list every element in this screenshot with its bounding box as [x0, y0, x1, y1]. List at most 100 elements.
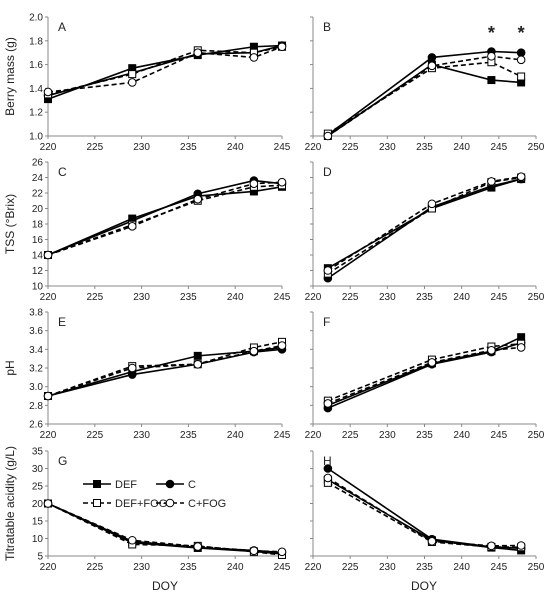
panel-h: 220 225 230 235 240 245 250 H	[305, 450, 545, 573]
panel-label: A	[58, 20, 66, 34]
x-tick-label: 245	[490, 142, 507, 153]
x-tick-label: 245	[274, 430, 291, 441]
legend-marker	[165, 498, 175, 508]
panel-label: D	[323, 165, 332, 179]
y-tick-label: 10	[32, 282, 44, 293]
panel-label: E	[58, 315, 66, 329]
x-tick-label: 235	[180, 562, 197, 573]
data-point	[516, 172, 526, 182]
y-axis-label: Titratable acidity (g/L)	[3, 446, 17, 561]
data-point	[127, 222, 137, 231]
y-tick-label: 10	[32, 534, 44, 545]
legend-entry: DEF	[83, 479, 137, 491]
data-point	[277, 547, 287, 557]
y-tick-label: 20	[32, 499, 44, 510]
series-line	[47, 502, 283, 556]
data-point	[516, 48, 526, 58]
panel-g: 220 225 230 235 240 245 5 10 15 20 25 30 35 G	[32, 447, 291, 574]
x-tick-label: 230	[133, 292, 150, 303]
data-point	[249, 546, 259, 556]
series-line	[327, 63, 522, 137]
data-point	[323, 131, 333, 141]
data-point	[193, 542, 203, 551]
y-tick-label: 5	[37, 552, 43, 563]
panel-label: G	[58, 454, 67, 468]
panel-label: F	[323, 315, 330, 329]
data-point	[516, 343, 526, 352]
data-point	[193, 359, 203, 369]
significance-marker: *	[518, 23, 525, 43]
legend-entry: C	[156, 479, 196, 491]
data-point	[277, 42, 287, 52]
x-axis-label: DOY	[152, 579, 178, 593]
panel-label: B	[323, 20, 331, 34]
panel-a: 220 225 230 235 240 245 1.0 1.2 1.4 1.6 1.8 2.0 A	[29, 13, 291, 154]
y-tick-label: 26	[32, 158, 44, 169]
x-tick-label: 240	[227, 292, 244, 303]
data-point	[43, 250, 53, 260]
y-tick-label: 15	[32, 517, 44, 528]
y-tick-label: 2.8	[29, 401, 43, 412]
y-tick-label: 3.6	[29, 326, 43, 337]
panel-label: C	[58, 165, 67, 179]
x-tick-label: 235	[180, 142, 197, 153]
y-tick-label: 25	[32, 482, 44, 493]
y-tick-label: 35	[32, 447, 44, 458]
data-point	[487, 541, 496, 551]
x-tick-label: 240	[227, 562, 244, 573]
series-line	[327, 336, 522, 407]
x-tick-label: 240	[453, 142, 470, 153]
data-point	[249, 179, 259, 188]
x-tick-label: 225	[342, 292, 359, 303]
data-point	[517, 72, 526, 81]
y-tick-label: 20	[32, 204, 44, 215]
legend-entry: DEF+FOG	[83, 498, 167, 510]
x-tick-label: 230	[379, 142, 396, 153]
y-tick-label: 12	[32, 266, 44, 277]
legend-label: DEF+FOG	[115, 498, 167, 510]
x-tick-label: 230	[133, 430, 150, 441]
panel-label: H	[323, 454, 332, 468]
series-def	[44, 41, 286, 104]
y-tick-label: 3.2	[29, 364, 43, 375]
x-tick-label: 235	[416, 562, 433, 573]
x-tick-label: 235	[416, 142, 433, 153]
panel-f: 220 225 230 235 240 245 250 F	[305, 311, 545, 441]
data-point	[43, 391, 53, 401]
data-point	[516, 541, 526, 550]
data-point	[323, 266, 333, 275]
series-line	[47, 502, 283, 554]
series-c-fog	[43, 341, 287, 401]
data-point	[193, 194, 203, 204]
y-tick-label: 18	[32, 220, 44, 231]
series-c	[323, 464, 526, 553]
panel-d: 220 225 230 235 240 245 250 D	[305, 161, 545, 303]
y-tick-label: 3.0	[29, 382, 43, 393]
series-line	[327, 342, 522, 409]
y-axis-label: Berry mass (g)	[3, 37, 17, 116]
y-tick-label: 2.6	[29, 420, 43, 431]
series-c-fog	[43, 42, 287, 97]
data-point	[427, 537, 437, 546]
series-c-fog	[43, 499, 287, 557]
data-point	[43, 87, 53, 97]
data-point	[323, 399, 333, 408]
series-c	[43, 41, 287, 100]
series-c-fog	[323, 473, 526, 551]
x-tick-label: 220	[305, 430, 322, 441]
series-line	[47, 344, 283, 397]
x-tick-label: 230	[379, 562, 396, 573]
data-point	[128, 70, 137, 79]
y-tick-label: 3.4	[29, 345, 43, 356]
data-point	[127, 363, 137, 373]
y-tick-label: 1.6	[29, 60, 43, 71]
x-tick-label: 225	[342, 142, 359, 153]
x-tick-label: 250	[528, 562, 545, 573]
data-point	[323, 464, 333, 473]
y-tick-label: 1.8	[29, 36, 43, 47]
y-tick-label: 2.0	[29, 13, 43, 24]
data-point	[487, 51, 496, 61]
panel-c: 220 225 230 235 240 245 10 12 14 16 18 20 22 24 26 C	[32, 158, 291, 304]
x-tick-label: 245	[490, 430, 507, 441]
